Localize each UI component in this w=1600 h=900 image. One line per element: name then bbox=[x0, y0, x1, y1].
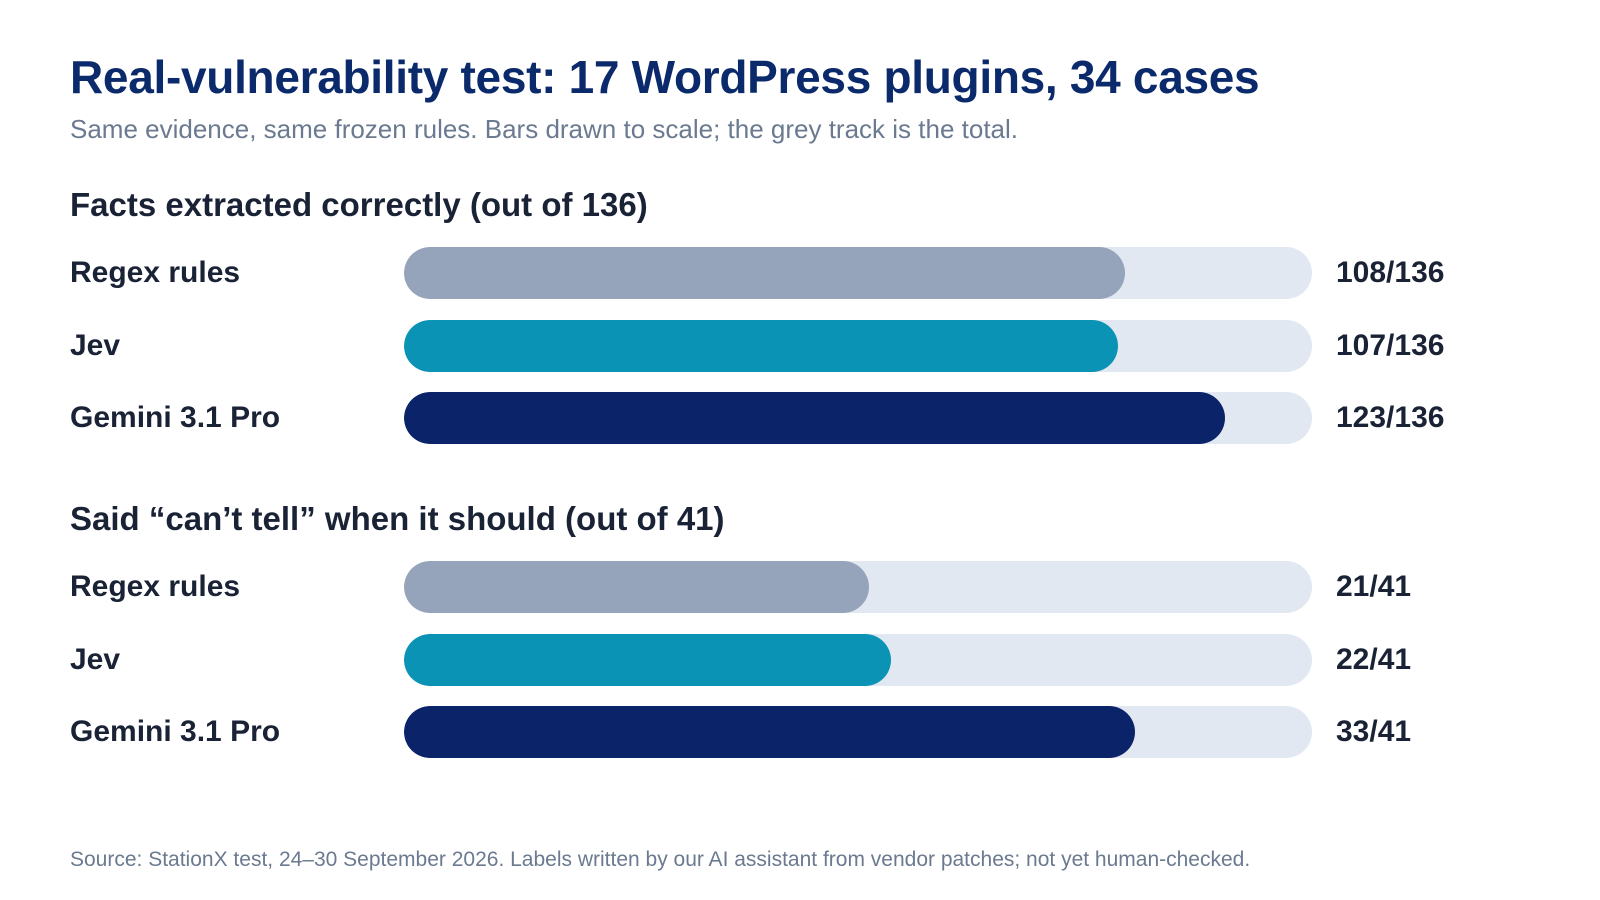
bar-row-jev: Jev 22/41 bbox=[70, 634, 1530, 686]
bar-fill-gemini bbox=[404, 392, 1225, 444]
facts-extracted-heading: Facts extracted correctly (out of 136) bbox=[70, 186, 648, 223]
page-subtitle: Same evidence, same frozen rules. Bars d… bbox=[70, 114, 1018, 144]
bar-row-jev: Jev 107/136 bbox=[70, 320, 1530, 372]
bar-fill-regex bbox=[404, 247, 1125, 299]
source-note: Source: StationX test, 24–30 September 2… bbox=[70, 848, 1251, 871]
bar-fill-regex bbox=[404, 561, 869, 613]
bar-value-gemini: 33/41 bbox=[1336, 715, 1412, 748]
bar-fill-jev bbox=[404, 320, 1118, 372]
bar-value-jev: 107/136 bbox=[1336, 329, 1445, 362]
bar-track-jev bbox=[404, 634, 1312, 686]
facts-extracted-panel: Facts extracted correctly (out of 136) R… bbox=[70, 186, 1530, 446]
bar-row-regex: Regex rules 108/136 bbox=[70, 247, 1530, 299]
bar-value-regex: 21/41 bbox=[1336, 570, 1412, 603]
bar-track-regex bbox=[404, 561, 1312, 613]
bar-label-regex: Regex rules bbox=[70, 570, 241, 603]
bar-label-jev: Jev bbox=[70, 643, 121, 676]
bar-value-jev: 22/41 bbox=[1336, 643, 1412, 676]
bar-value-gemini: 123/136 bbox=[1336, 401, 1445, 434]
bar-row-gemini: Gemini 3.1 Pro 33/41 bbox=[70, 706, 1530, 758]
bar-value-regex: 108/136 bbox=[1336, 256, 1445, 289]
cant-tell-panel: Said “can’t tell” when it should (out of… bbox=[70, 500, 1530, 760]
bar-track-regex bbox=[404, 247, 1312, 299]
bar-track-gemini bbox=[404, 392, 1312, 444]
bar-row-regex: Regex rules 21/41 bbox=[70, 561, 1530, 613]
cant-tell-heading: Said “can’t tell” when it should (out of… bbox=[70, 500, 725, 537]
page-title: Real-vulnerability test: 17 WordPress pl… bbox=[70, 51, 1260, 103]
bar-fill-jev bbox=[404, 634, 891, 686]
bar-label-regex: Regex rules bbox=[70, 256, 241, 289]
bar-fill-gemini bbox=[404, 706, 1135, 758]
bar-row-gemini: Gemini 3.1 Pro 123/136 bbox=[70, 392, 1530, 444]
bar-label-gemini: Gemini 3.1 Pro bbox=[70, 715, 281, 748]
bar-track-jev bbox=[404, 320, 1312, 372]
bar-track-gemini bbox=[404, 706, 1312, 758]
bar-label-jev: Jev bbox=[70, 329, 121, 362]
bar-label-gemini: Gemini 3.1 Pro bbox=[70, 401, 281, 434]
